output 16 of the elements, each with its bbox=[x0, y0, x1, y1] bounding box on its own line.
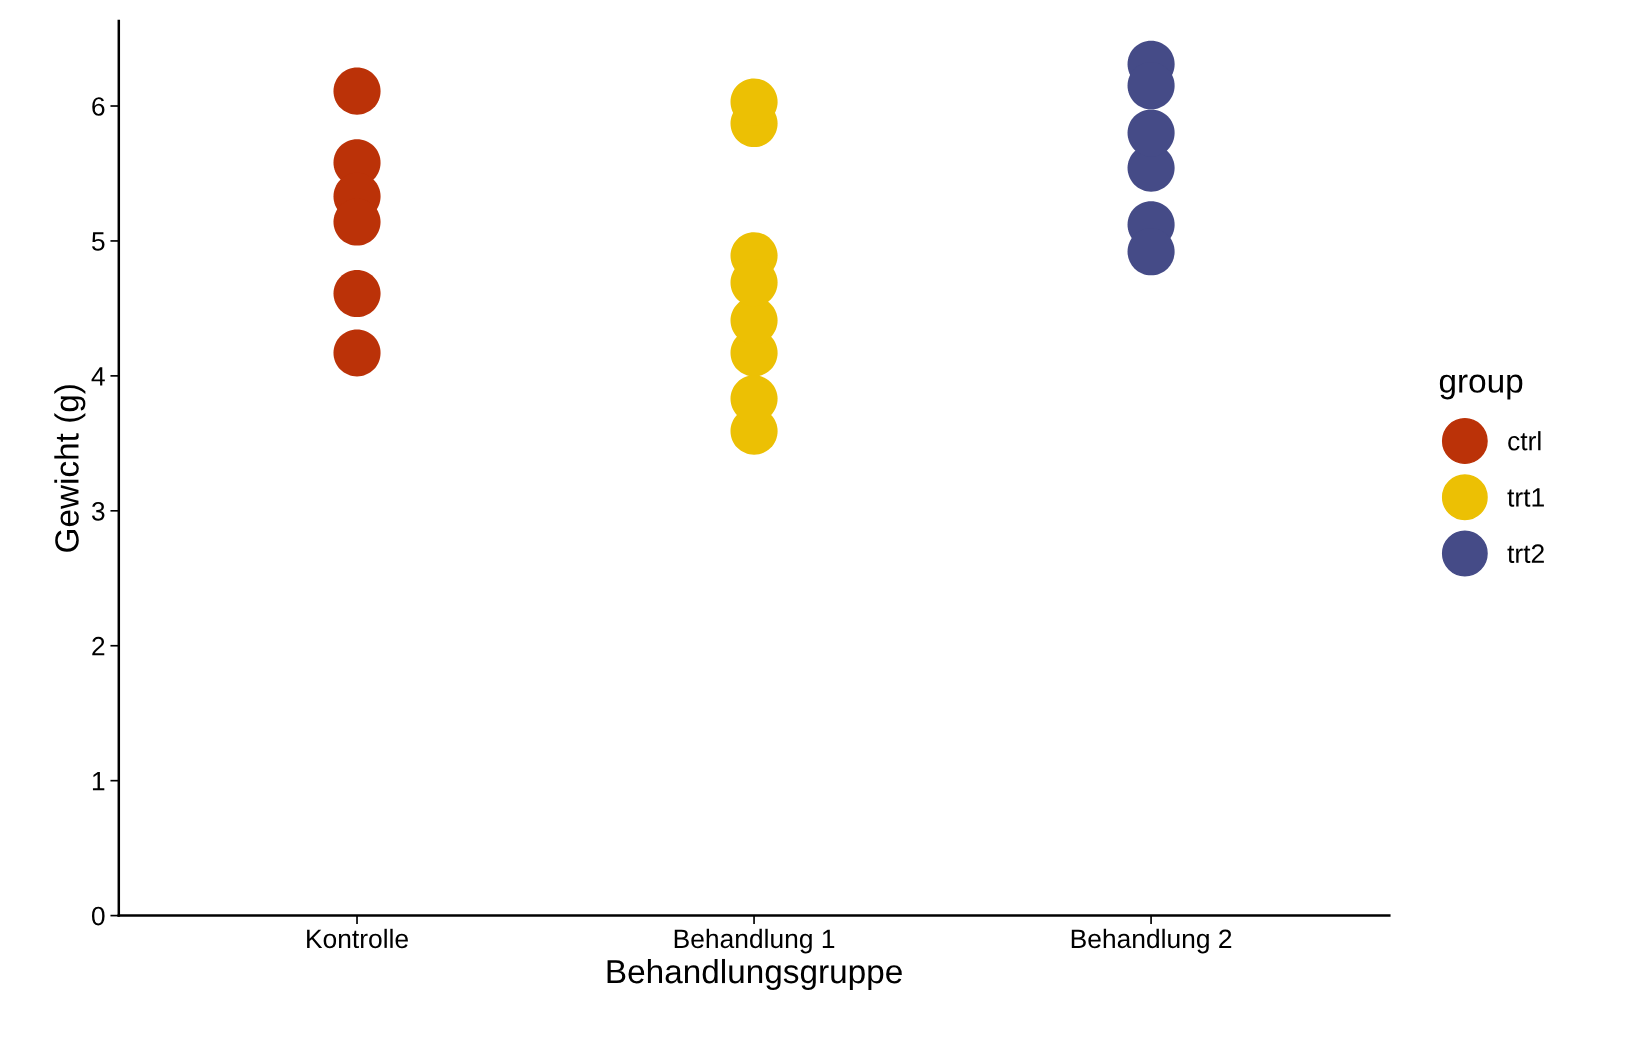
legend-label: ctrl bbox=[1508, 431, 1541, 451]
x-tick-label: Behandlung 2 bbox=[1071, 928, 1232, 954]
y-tick-label: 3 bbox=[91, 501, 105, 521]
y-tick-label: 0 bbox=[91, 906, 105, 926]
x-tick-label: Kontrolle bbox=[307, 928, 408, 949]
legend-title: group bbox=[1439, 374, 1523, 400]
legend-label: trt2 bbox=[1507, 544, 1544, 563]
x-tick-label: Behandlung 1 bbox=[674, 928, 835, 954]
y-tick-label: 5 bbox=[91, 232, 105, 251]
x-axis-title: Behandlungsgruppe bbox=[607, 958, 902, 991]
y-tick-label: 1 bbox=[92, 772, 105, 791]
y-axis-title: Gewicht (g) bbox=[54, 385, 86, 552]
y-tick-label: 6 bbox=[92, 97, 105, 116]
legend-label: trt1 bbox=[1507, 488, 1544, 507]
y-tick-label: 4 bbox=[91, 367, 105, 386]
y-tick-label: 2 bbox=[92, 636, 105, 656]
